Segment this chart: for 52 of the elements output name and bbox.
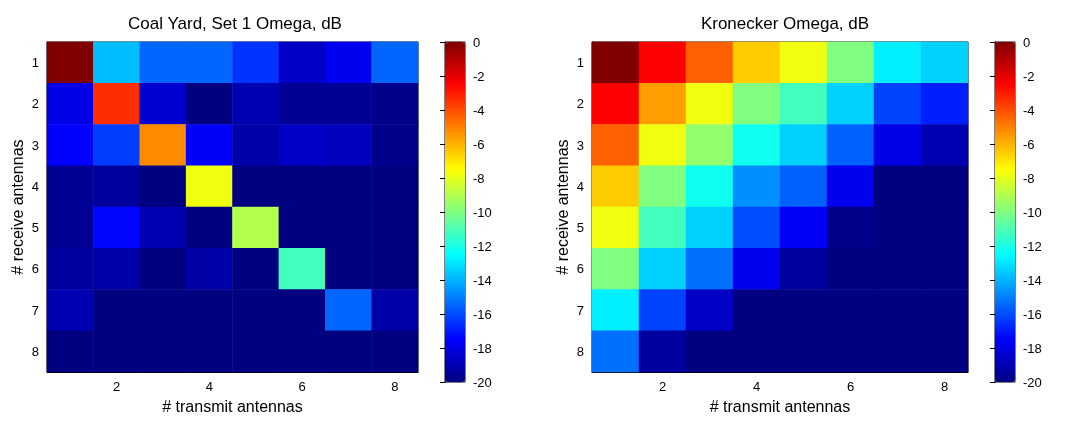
y-tick-label: 6 xyxy=(31,261,39,277)
color-bar-label: 0 xyxy=(473,34,481,50)
chart-title: Coal Yard, Set 1 Omega, dB xyxy=(128,14,342,33)
color-bar-label: -16 xyxy=(1023,306,1042,322)
x-tick-label: 8 xyxy=(391,379,399,395)
color-bar-label: -4 xyxy=(1023,102,1035,118)
y-tick-label: 2 xyxy=(576,96,584,112)
y-tick-label: 1 xyxy=(576,55,584,71)
y-tick-label: 2 xyxy=(31,96,39,112)
color-bar-label: -18 xyxy=(473,340,492,356)
color-bar-label: -2 xyxy=(1023,68,1035,84)
color-bar-label: -12 xyxy=(1023,238,1042,254)
y-axis-title: # receive antennas xyxy=(8,139,26,275)
y-tick-label: 3 xyxy=(576,137,584,153)
y-tick-label: 7 xyxy=(576,302,584,318)
color-bar-label: -20 xyxy=(1023,374,1042,390)
y-tick-label: 5 xyxy=(576,220,584,236)
color-bar-label: -16 xyxy=(473,306,492,322)
color-bar-label: -6 xyxy=(473,136,485,152)
y-tick-label: 4 xyxy=(576,178,584,194)
color-bar-label: -6 xyxy=(1023,136,1035,152)
x-axis-title: # transmit antennas xyxy=(709,397,851,415)
y-tick-label: 7 xyxy=(31,302,39,318)
y-tick-label: 5 xyxy=(31,220,39,236)
color-bar-label: -20 xyxy=(473,374,492,390)
color-bar-label: -8 xyxy=(1023,170,1035,186)
color-bar-label: -10 xyxy=(473,204,492,220)
color-bar-label: -8 xyxy=(473,170,485,186)
y-tick-label: 3 xyxy=(31,137,39,153)
chart-title: Kronecker Omega, dB xyxy=(700,14,870,33)
color-bar-label: -18 xyxy=(1023,340,1042,356)
x-tick-label: 4 xyxy=(752,379,761,395)
color-bar-label: 0 xyxy=(1023,34,1031,50)
x-tick-label: 8 xyxy=(940,379,949,395)
x-axis-title: # transmit antennas xyxy=(162,397,303,415)
y-axis-title: # receive antennas xyxy=(553,139,571,275)
color-bar-label: -4 xyxy=(473,102,485,118)
x-tick-label: 6 xyxy=(846,379,855,395)
x-tick-label: 2 xyxy=(112,379,121,395)
y-tick-label: 1 xyxy=(31,55,39,71)
y-tick-label: 4 xyxy=(31,178,39,194)
color-bar-label: -14 xyxy=(1023,272,1042,288)
x-tick-label: 4 xyxy=(205,379,213,395)
color-bar-label: -10 xyxy=(1023,204,1042,220)
color-bar-label: -14 xyxy=(473,272,492,288)
color-bar-label: -12 xyxy=(473,238,492,254)
x-tick-label: 6 xyxy=(298,379,306,395)
y-tick-label: 8 xyxy=(31,343,39,359)
color-bar-label: -2 xyxy=(473,68,485,84)
y-tick-label: 6 xyxy=(576,261,584,277)
x-tick-label: 2 xyxy=(658,379,667,395)
y-tick-label: 8 xyxy=(576,343,584,359)
